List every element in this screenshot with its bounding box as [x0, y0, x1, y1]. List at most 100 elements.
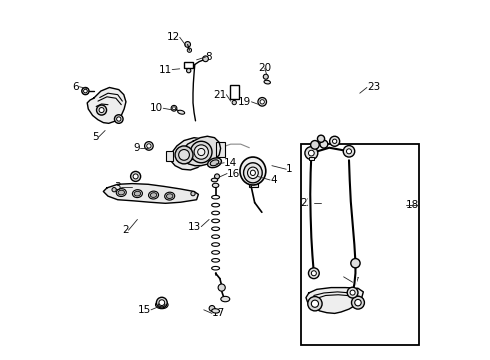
Circle shape — [156, 297, 167, 308]
Circle shape — [82, 87, 89, 95]
Text: 15: 15 — [138, 305, 151, 315]
Circle shape — [318, 135, 324, 142]
Bar — [166, 150, 173, 161]
Ellipse shape — [212, 235, 220, 238]
Text: 12: 12 — [167, 32, 180, 42]
Polygon shape — [169, 138, 209, 170]
Ellipse shape — [264, 80, 270, 84]
Circle shape — [179, 149, 190, 160]
Circle shape — [258, 98, 267, 106]
Text: 10: 10 — [150, 103, 163, 113]
Ellipse shape — [212, 227, 220, 230]
Ellipse shape — [134, 191, 141, 196]
Text: 8: 8 — [205, 52, 212, 62]
Circle shape — [147, 144, 151, 148]
Polygon shape — [103, 184, 198, 203]
Text: 11: 11 — [159, 64, 172, 75]
Ellipse shape — [212, 203, 220, 207]
Text: 18: 18 — [406, 200, 419, 210]
Circle shape — [320, 140, 328, 148]
Ellipse shape — [212, 211, 220, 215]
Ellipse shape — [155, 301, 168, 309]
Ellipse shape — [212, 195, 220, 199]
Circle shape — [309, 268, 319, 279]
Ellipse shape — [250, 170, 255, 176]
Circle shape — [133, 174, 138, 179]
Ellipse shape — [84, 89, 87, 93]
Circle shape — [218, 284, 225, 291]
Circle shape — [350, 290, 355, 295]
Circle shape — [260, 100, 265, 104]
Text: 14: 14 — [224, 158, 238, 168]
Ellipse shape — [132, 190, 143, 198]
Ellipse shape — [240, 157, 266, 185]
Text: 19: 19 — [238, 97, 251, 107]
Text: 4: 4 — [270, 175, 277, 185]
Text: 20: 20 — [258, 63, 271, 73]
Text: 23: 23 — [367, 82, 380, 93]
Ellipse shape — [247, 167, 258, 179]
Circle shape — [311, 140, 319, 149]
Ellipse shape — [212, 243, 220, 246]
Circle shape — [175, 146, 193, 164]
Circle shape — [172, 107, 175, 110]
Ellipse shape — [82, 88, 89, 94]
Ellipse shape — [210, 160, 219, 166]
Text: 13: 13 — [188, 222, 201, 231]
Circle shape — [343, 145, 355, 157]
Circle shape — [232, 100, 236, 105]
Ellipse shape — [212, 258, 220, 262]
Ellipse shape — [178, 110, 185, 114]
Circle shape — [185, 41, 191, 47]
Circle shape — [97, 105, 107, 115]
Circle shape — [346, 149, 351, 154]
Bar — [309, 157, 314, 160]
Text: 5: 5 — [92, 132, 98, 142]
Circle shape — [159, 300, 165, 306]
Text: 6: 6 — [73, 82, 79, 92]
Ellipse shape — [221, 296, 230, 302]
Circle shape — [311, 271, 317, 276]
Circle shape — [347, 287, 358, 298]
Ellipse shape — [212, 183, 219, 188]
Circle shape — [112, 188, 116, 192]
Circle shape — [115, 115, 123, 123]
Ellipse shape — [116, 189, 126, 197]
Circle shape — [191, 141, 212, 163]
Circle shape — [351, 258, 360, 268]
Bar — [230, 85, 239, 99]
Circle shape — [187, 48, 192, 52]
Circle shape — [309, 150, 314, 156]
Text: 2: 2 — [122, 225, 128, 235]
Text: 16: 16 — [227, 168, 240, 179]
Circle shape — [99, 108, 104, 113]
Circle shape — [171, 105, 177, 111]
Circle shape — [84, 89, 87, 93]
Ellipse shape — [118, 190, 124, 195]
Circle shape — [308, 297, 322, 311]
Ellipse shape — [167, 194, 173, 198]
Ellipse shape — [165, 192, 175, 200]
Ellipse shape — [212, 266, 220, 270]
Circle shape — [333, 139, 337, 143]
Ellipse shape — [244, 163, 262, 183]
Ellipse shape — [212, 219, 220, 223]
Bar — [248, 171, 258, 187]
Ellipse shape — [148, 191, 159, 199]
Text: 7: 7 — [353, 277, 359, 287]
Bar — [188, 148, 205, 159]
Circle shape — [330, 136, 340, 146]
Ellipse shape — [212, 251, 220, 254]
Circle shape — [355, 300, 361, 306]
Text: 3: 3 — [115, 182, 122, 192]
Polygon shape — [306, 288, 364, 314]
Circle shape — [203, 56, 208, 62]
Circle shape — [197, 148, 205, 156]
Circle shape — [131, 171, 141, 181]
Circle shape — [187, 68, 191, 73]
Circle shape — [191, 192, 195, 196]
Circle shape — [215, 174, 220, 179]
Circle shape — [311, 300, 318, 307]
Text: 17: 17 — [212, 309, 225, 318]
Text: 22: 22 — [300, 198, 314, 208]
